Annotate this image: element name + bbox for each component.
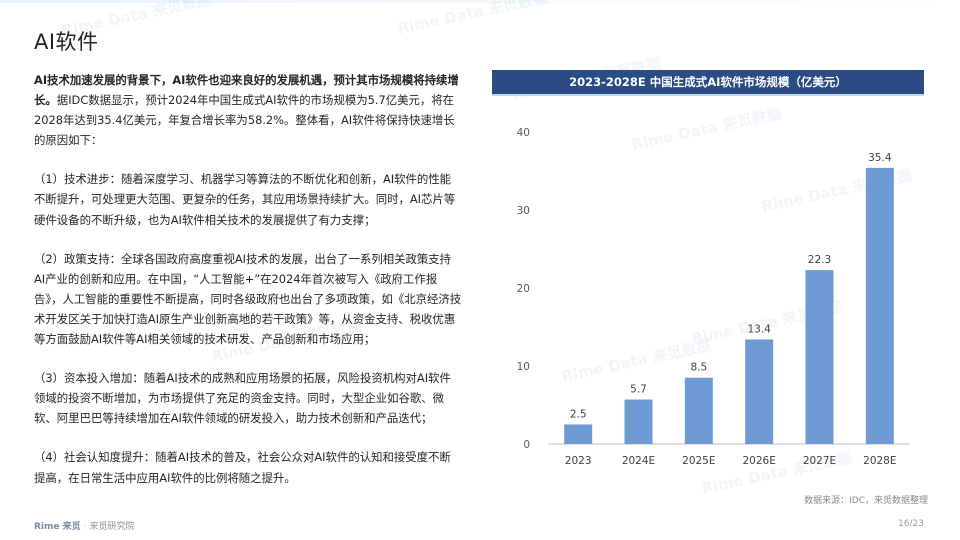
x-tick-label: 2025E — [682, 455, 715, 467]
y-tick-label: 20 — [517, 283, 530, 295]
paragraph-capital-investment: （3）资本投入增加：随着AI技术的成熟和应用场景的拓展，风险投资机构对AI软件领… — [34, 371, 451, 426]
watermark: Rime Data 来觅数据 — [395, 0, 550, 38]
lead-paragraph: AI技术加速发展的背景下，AI软件也迎来良好的发展机遇，预计其市场规模将持续增长… — [34, 70, 462, 150]
body-text: AI技术加速发展的背景下，AI软件也迎来良好的发展机遇，预计其市场规模将持续增长… — [34, 70, 462, 507]
y-tick-label: 40 — [517, 127, 530, 139]
x-tick-label: 2024E — [622, 455, 655, 467]
y-tick-label: 10 — [517, 361, 530, 373]
bar-2025E — [684, 377, 713, 444]
logo-text: Rime 来觅 — [34, 522, 81, 532]
page-number: 16/23 — [898, 519, 924, 529]
chart-title: 2023-2028E 中国生成式AI软件市场规模（亿美元） — [492, 70, 924, 96]
data-label: 2.5 — [570, 409, 587, 421]
paragraph-social-awareness: （4）社会认知度提升：随着AI技术的普及，社会公众对AI软件的认知和接受度不断提… — [34, 450, 451, 485]
chart-svg: 0 10 20 30 40 2.5 2023 5.7 2024E 8.5 2025E 13.4 2026… — [517, 127, 910, 467]
data-label: 5.7 — [630, 384, 647, 396]
y-tick-label: 0 — [523, 439, 530, 451]
x-tick-label: 2027E — [803, 455, 836, 467]
market-size-chart: 2023-2028E 中国生成式AI软件市场规模（亿美元） 0 10 20 30 40 2… — [492, 70, 924, 467]
bar-2023 — [564, 424, 593, 444]
x-tick-label: 2026E — [742, 455, 775, 467]
data-source: 数据来源：IDC，来觅数据整理 — [804, 496, 928, 506]
bar-2028E — [865, 167, 894, 444]
lead-bold-text: AI技术加速发展的背景下，AI软件也迎来良好的发展机遇，预计其市场规模将持续增长… — [34, 73, 459, 108]
paragraph-policy-support: （2）政策支持：全球各国政府高度重视AI技术的发展，出台了一系列相关政策支持AI… — [34, 251, 462, 347]
x-tick-label: 2023 — [565, 455, 592, 467]
footer-logo: Rime 来觅 · 来觅研究院 — [34, 519, 135, 532]
data-label: 13.4 — [747, 323, 771, 335]
page-title: AI软件 — [34, 30, 99, 54]
bar-2026E — [745, 339, 774, 444]
data-label: 22.3 — [808, 254, 831, 266]
logo-separator: · — [83, 522, 87, 532]
paragraph-tech-progress: （1）技术进步：随着深度学习、机器学习等算法的不断优化和创新，AI软件的性能不断… — [34, 172, 456, 227]
top-accent-bar — [0, 0, 960, 3]
institute-name: 来觅研究院 — [89, 522, 135, 532]
data-label: 8.5 — [690, 362, 707, 374]
y-tick-label: 30 — [517, 205, 530, 217]
lead-rest-text: 据IDC数据显示，预计2024年中国生成式AI软件的市场规模为5.7亿美元，将在… — [34, 93, 455, 148]
bar-2024E — [624, 399, 653, 444]
bar-2027E — [805, 270, 834, 444]
x-tick-label: 2028E — [863, 455, 896, 467]
data-label: 35.4 — [868, 152, 892, 164]
